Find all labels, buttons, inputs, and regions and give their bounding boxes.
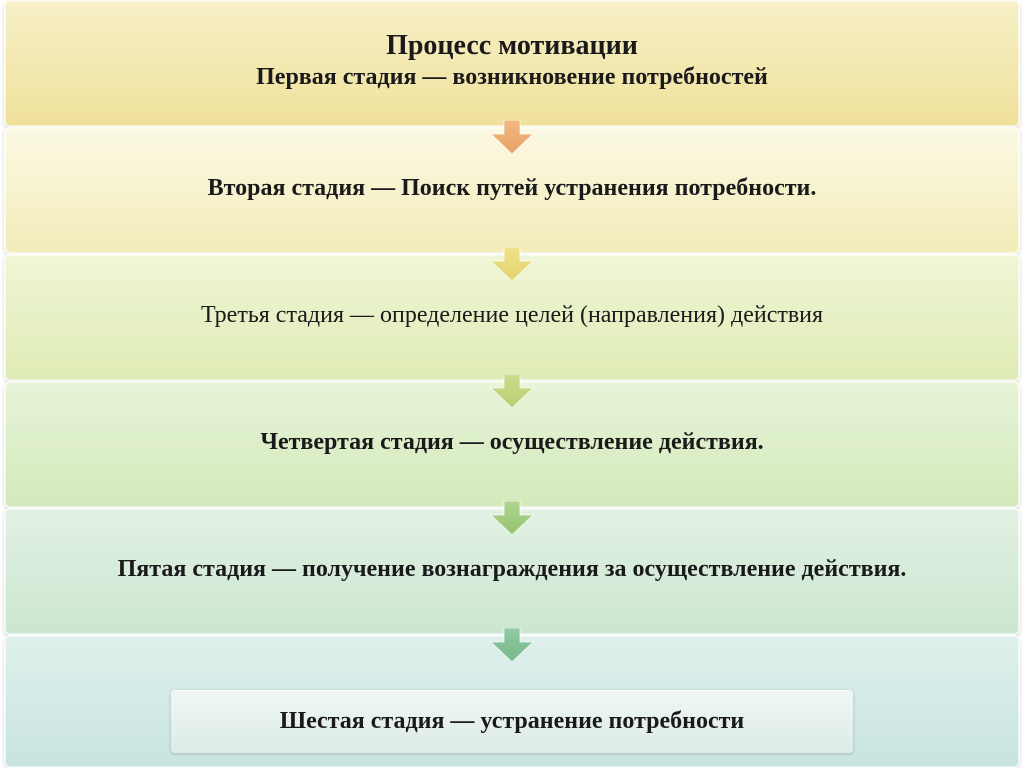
stage-1: Процесс мотивации Первая стадия — возник… [4,0,1020,127]
process-flowchart: Процесс мотивации Первая стадия — возник… [0,0,1024,768]
stage-4-text: Четвертая стадия — осуществление действи… [260,428,763,457]
stage-3-text: Третья стадия — определение целей (напра… [201,301,823,330]
arrow-5 [487,628,537,662]
stage-2-text: Вторая стадия — Поиск путей устранения п… [208,174,817,203]
stage-5-text: Пятая стадия — получение вознаграждения … [118,555,907,584]
arrow-1 [487,120,537,154]
stage-6-text: Шестая стадия — устранение потребности [280,707,745,736]
stage-6-inner: Шестая стадия — устранение потребности [171,690,853,753]
stage-1-subtitle: Первая стадия — возникновение потребност… [256,64,768,92]
arrow-4 [487,501,537,535]
arrow-3 [487,374,537,408]
diagram-title: Процесс мотивации [386,31,638,62]
arrow-2 [487,247,537,281]
